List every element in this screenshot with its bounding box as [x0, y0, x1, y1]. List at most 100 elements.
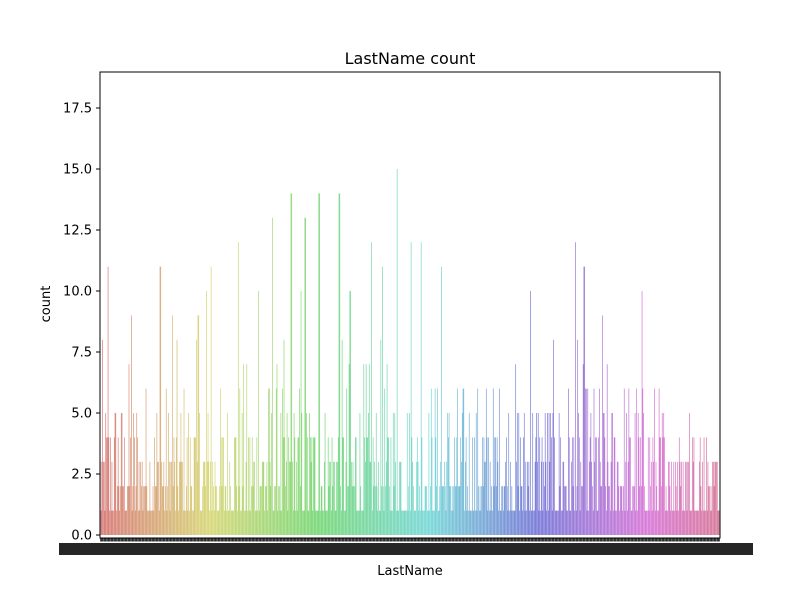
bar	[394, 413, 396, 535]
bar	[583, 266, 585, 535]
bar	[106, 437, 108, 535]
bar	[568, 437, 570, 535]
bar	[428, 413, 430, 535]
bar	[531, 510, 533, 535]
bar	[447, 437, 449, 535]
bar	[221, 486, 223, 535]
bar	[248, 437, 249, 535]
bar	[631, 510, 633, 535]
bar	[163, 461, 165, 535]
bar	[489, 510, 490, 535]
bar	[602, 315, 603, 535]
bar	[372, 437, 374, 535]
bar	[685, 461, 687, 535]
bar	[197, 315, 199, 535]
bar	[254, 461, 255, 535]
bar	[289, 461, 290, 535]
bar	[261, 486, 262, 535]
bar	[483, 437, 485, 535]
bar	[202, 486, 203, 535]
bar	[551, 510, 553, 535]
bar	[390, 437, 392, 535]
bar	[667, 510, 668, 535]
bar	[563, 461, 565, 535]
bar	[215, 486, 217, 535]
bar	[713, 461, 714, 535]
bar	[296, 461, 297, 535]
bar	[188, 413, 189, 535]
bar	[231, 510, 233, 535]
bar	[336, 461, 338, 535]
bar	[702, 510, 704, 535]
bar	[148, 510, 149, 535]
bar	[123, 486, 124, 535]
bar	[368, 364, 370, 535]
bar	[145, 388, 147, 535]
bar	[644, 486, 645, 535]
bar	[251, 486, 252, 535]
bar	[271, 413, 272, 535]
bar	[613, 510, 614, 535]
bar	[643, 413, 644, 535]
bar	[262, 461, 264, 535]
bar	[607, 461, 609, 535]
bar	[158, 510, 160, 535]
bar	[664, 510, 666, 535]
bar	[702, 461, 703, 535]
bar	[360, 486, 362, 535]
bar	[263, 461, 265, 535]
bar	[680, 486, 682, 535]
bar	[234, 437, 235, 535]
bar	[425, 486, 427, 535]
bar	[625, 461, 627, 535]
bar	[500, 510, 502, 535]
bar	[438, 510, 440, 535]
bar	[144, 486, 146, 535]
bar	[374, 461, 375, 535]
bar	[279, 486, 280, 535]
bar	[506, 486, 508, 535]
bar	[700, 486, 702, 535]
bar	[405, 510, 406, 535]
bar	[298, 437, 300, 535]
bar	[364, 437, 365, 535]
bar	[657, 510, 658, 535]
bar	[206, 461, 208, 535]
bar	[294, 437, 296, 535]
bar	[707, 461, 709, 535]
bar	[470, 510, 472, 535]
bar	[258, 510, 260, 535]
bar	[433, 510, 434, 535]
bar	[509, 461, 511, 535]
bar	[664, 437, 665, 535]
bar	[575, 510, 577, 535]
bar	[178, 510, 179, 535]
bar	[645, 510, 647, 535]
bar	[407, 510, 409, 535]
bar	[673, 461, 675, 535]
bar	[354, 437, 356, 535]
bar	[214, 461, 216, 535]
bar	[677, 461, 679, 535]
bar	[342, 437, 344, 535]
bar	[624, 510, 626, 535]
bar	[701, 510, 703, 535]
bar	[682, 510, 683, 535]
bar	[651, 510, 653, 535]
bar	[462, 388, 464, 535]
bar	[558, 413, 560, 535]
bar	[648, 510, 650, 535]
bar	[534, 461, 536, 535]
bar	[128, 364, 130, 535]
bar	[437, 388, 438, 535]
bar	[180, 413, 182, 535]
bar	[571, 461, 572, 535]
bar	[548, 413, 550, 535]
bar	[679, 461, 681, 535]
bar	[220, 388, 221, 535]
bar	[592, 510, 594, 535]
bar	[159, 266, 161, 535]
bar	[245, 461, 247, 535]
bar	[403, 510, 404, 535]
bar	[179, 461, 180, 535]
